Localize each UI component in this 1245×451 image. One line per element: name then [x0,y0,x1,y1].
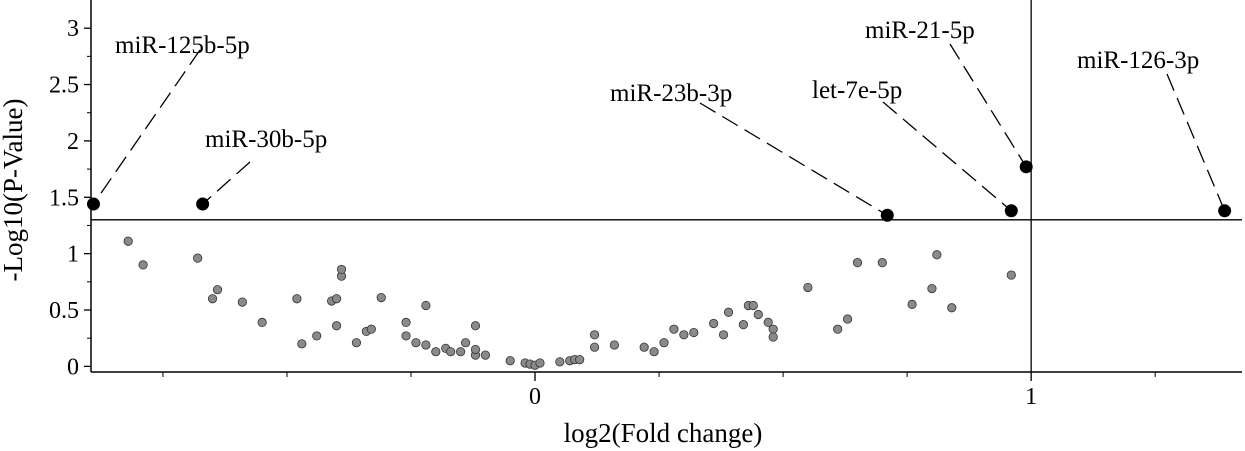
point-label: miR-30b-5p [205,126,327,153]
data-point [738,320,748,330]
significant-point [1019,160,1033,174]
data-point [535,358,545,368]
data-point [555,357,565,367]
data-point [639,342,649,352]
nonsignificant-points [123,236,1016,370]
data-point [123,236,133,246]
leader-line [202,161,251,205]
data-point [312,331,322,341]
significant-point [1004,204,1018,218]
x-axis-title: log2(Fold change) [564,418,763,448]
data-point [470,321,481,331]
threshold-lines [91,0,1242,372]
leader-line [949,43,1027,168]
data-point [331,294,342,304]
data-point [1006,270,1016,280]
data-point [763,317,773,327]
data-point [431,347,441,357]
x-tick-label: 1 [1025,384,1037,410]
y-tick-label: 0.5 [49,298,79,324]
significant-point [86,197,100,211]
data-point [456,347,466,357]
data-point [748,300,758,311]
data-point [505,356,515,366]
data-point [589,330,600,340]
data-point [480,350,491,360]
data-point [927,283,937,294]
data-point [833,324,843,334]
data-point [331,321,342,331]
data-point [679,330,689,340]
leader-line [92,49,201,205]
data-point [768,332,778,342]
y-tick-label: 2 [67,129,79,155]
data-point [932,250,942,260]
data-point [212,285,223,295]
data-point [907,299,917,309]
data-point [470,344,481,355]
data-point [411,338,421,348]
data-point [649,347,659,357]
leader-line [1166,73,1226,212]
significant-point [880,208,894,222]
data-point [297,339,307,349]
y-tick-label: 3 [67,16,79,42]
leader-line [699,102,888,216]
data-point [138,260,148,270]
data-point [609,340,620,350]
data-point [753,309,763,320]
data-point [947,303,957,313]
data-point [193,253,203,263]
leader-line [882,101,1012,212]
data-point [669,324,679,334]
data-point [852,258,863,268]
data-point [659,338,669,348]
annotation-leader-lines [92,43,1226,216]
significant-point [1218,204,1232,218]
data-point [421,300,431,311]
data-point [421,340,431,350]
data-point [446,347,456,357]
point-label: miR-23b-3p [610,80,732,107]
data-point [401,317,411,327]
point-label: miR-21-5p [865,17,975,44]
data-point [336,264,347,275]
data-point [723,307,734,317]
data-point [689,327,699,338]
data-point [351,338,362,348]
data-point [589,342,600,352]
data-point [709,318,719,329]
y-tick-label: 2.5 [49,73,79,99]
significant-points [86,160,1232,222]
data-point [207,294,218,304]
point-label: miR-125b-5p [115,32,250,59]
y-axis-title: -Log10(P-Value) [0,99,28,282]
data-point [366,324,376,334]
data-point [376,292,386,303]
data-point [842,314,853,324]
data-point [803,282,813,293]
data-point [257,317,267,327]
point-label: let-7e-5p [812,77,902,104]
significant-point [196,197,210,211]
data-point [460,338,471,348]
plot-frame [90,0,1242,373]
y-axis-ticks: 0 0.5 1 1.5 2 2.5 3 [49,16,91,380]
x-tick-label: 0 [529,384,541,410]
data-point [401,331,411,341]
data-point [575,354,585,365]
y-tick-label: 1.5 [49,185,79,211]
point-annotations: miR-125b-5p miR-30b-5p miR-23b-3p let-7e-5p… [115,17,1199,153]
data-point [877,258,887,268]
y-tick-label: 0 [67,354,79,380]
data-point [237,297,247,307]
point-label: miR-126-3p [1077,47,1199,74]
data-point [718,330,729,340]
data-point [768,324,778,334]
data-point [292,294,302,304]
y-tick-label: 1 [67,242,79,268]
